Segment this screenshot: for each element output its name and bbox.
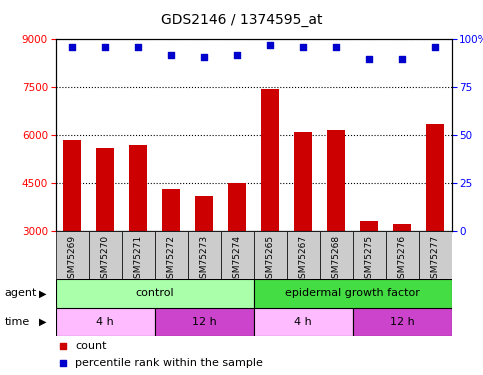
- Point: [59, 343, 67, 349]
- Point: [101, 44, 109, 50]
- Text: ▶: ▶: [39, 316, 46, 327]
- Text: epidermal growth factor: epidermal growth factor: [285, 288, 420, 298]
- Text: GSM75276: GSM75276: [398, 234, 407, 284]
- Text: GSM75277: GSM75277: [431, 234, 440, 284]
- Bar: [129, 145, 147, 231]
- Bar: [221, 231, 254, 279]
- Bar: [286, 231, 320, 279]
- Bar: [56, 231, 88, 279]
- Bar: [385, 231, 419, 279]
- Point: [365, 56, 373, 62]
- Point: [134, 44, 142, 50]
- Bar: [195, 196, 213, 231]
- Text: GSM75271: GSM75271: [134, 234, 142, 284]
- Text: agent: agent: [5, 288, 37, 298]
- Bar: [261, 89, 279, 231]
- Bar: [393, 224, 411, 231]
- Text: GSM75272: GSM75272: [167, 234, 175, 284]
- Bar: [228, 183, 246, 231]
- Bar: [162, 189, 180, 231]
- Point: [233, 52, 241, 58]
- Bar: [155, 308, 254, 336]
- Bar: [360, 221, 378, 231]
- Text: GSM75275: GSM75275: [365, 234, 373, 284]
- Text: control: control: [135, 288, 174, 298]
- Point: [299, 44, 307, 50]
- Bar: [320, 231, 353, 279]
- Point: [200, 54, 208, 60]
- Text: 12 h: 12 h: [192, 316, 216, 327]
- Bar: [56, 279, 254, 308]
- Text: GSM75274: GSM75274: [233, 234, 242, 284]
- Bar: [254, 279, 452, 308]
- Point: [398, 56, 406, 62]
- Point: [266, 42, 274, 48]
- Point: [431, 44, 439, 50]
- Bar: [155, 231, 187, 279]
- Text: 4 h: 4 h: [96, 316, 114, 327]
- Text: 4 h: 4 h: [294, 316, 312, 327]
- Point: [68, 44, 76, 50]
- Point: [59, 360, 67, 366]
- Bar: [254, 308, 353, 336]
- Text: ▶: ▶: [39, 288, 46, 298]
- Point: [167, 52, 175, 58]
- Bar: [294, 132, 312, 231]
- Text: count: count: [75, 341, 107, 351]
- Text: time: time: [5, 316, 30, 327]
- Bar: [327, 130, 345, 231]
- Bar: [63, 140, 81, 231]
- Text: GSM75265: GSM75265: [266, 234, 274, 284]
- Bar: [353, 231, 385, 279]
- Text: GSM75268: GSM75268: [332, 234, 341, 284]
- Text: GSM75269: GSM75269: [68, 234, 76, 284]
- Bar: [254, 231, 286, 279]
- Bar: [122, 231, 155, 279]
- Text: GSM75273: GSM75273: [199, 234, 209, 284]
- Text: 12 h: 12 h: [390, 316, 414, 327]
- Bar: [96, 148, 114, 231]
- Bar: [187, 231, 221, 279]
- Text: percentile rank within the sample: percentile rank within the sample: [75, 358, 263, 368]
- Point: [332, 44, 340, 50]
- Bar: [419, 231, 452, 279]
- Text: GSM75267: GSM75267: [298, 234, 308, 284]
- Text: GDS2146 / 1374595_at: GDS2146 / 1374595_at: [161, 13, 322, 27]
- Bar: [426, 124, 444, 231]
- Bar: [353, 308, 452, 336]
- Text: GSM75270: GSM75270: [100, 234, 110, 284]
- Bar: [56, 308, 155, 336]
- Bar: [88, 231, 122, 279]
